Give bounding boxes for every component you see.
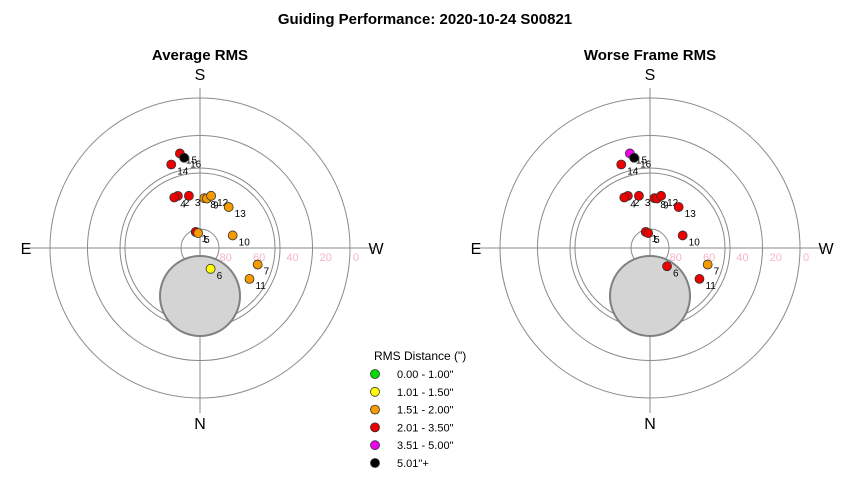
cardinal-east: E [21, 241, 32, 258]
cardinal-north: N [644, 416, 656, 433]
legend-label: 0.00 - 1.00" [397, 369, 454, 381]
point-label: 15 [636, 155, 648, 166]
legend-title: RMS Distance (") [374, 349, 466, 363]
chart-title: Guiding Performance: 2020-10-24 S00821 [278, 11, 572, 28]
point-label: 11 [255, 281, 266, 292]
point-label: 14 [177, 166, 189, 177]
data-point [206, 190, 216, 201]
point-label: 3 [195, 198, 201, 209]
legend-swatch [370, 458, 380, 468]
cardinal-west: W [818, 241, 834, 258]
cardinal-west: W [368, 241, 384, 258]
cardinal-south: S [645, 67, 656, 84]
point-label: 3 [645, 198, 651, 209]
data-point [166, 159, 177, 170]
data-point [619, 192, 630, 203]
point-label: 6 [673, 268, 679, 279]
data-point [677, 230, 688, 241]
data-point [629, 152, 639, 163]
legend-swatch [370, 440, 380, 451]
legend-label: 1.01 - 1.50" [397, 387, 454, 399]
data-point [694, 274, 705, 284]
point-label: 2 [634, 198, 640, 209]
point-label: 10 [239, 237, 251, 248]
data-point [616, 159, 627, 170]
point-label: 9 [663, 200, 669, 211]
radial-tick-label: 80 [220, 252, 232, 264]
cardinal-north: N [194, 416, 206, 433]
radial-tick-label: 0 [803, 252, 809, 264]
legend-label: 5.01"+ [397, 458, 429, 470]
legend: RMS Distance (") 0.00 - 1.00" 1.01 - 1.50"… [370, 349, 466, 470]
point-label: 13 [685, 209, 697, 220]
point-label: 5 [204, 235, 210, 246]
panel-title: Worse Frame RMS [584, 47, 716, 64]
point-label: 14 [627, 166, 639, 177]
data-point [184, 190, 194, 201]
point-label: 6 [217, 271, 223, 282]
point-label: 15 [186, 155, 198, 166]
data-point [193, 228, 204, 239]
data-point [223, 202, 234, 212]
point-label: 9 [213, 200, 219, 211]
radial-tick-label: 20 [770, 252, 782, 264]
point-label: 11 [705, 281, 716, 292]
point-label: 12 [217, 198, 229, 209]
point-label: 8 [210, 200, 216, 211]
panel-title: Average RMS [152, 47, 248, 64]
data-point [169, 192, 180, 203]
cardinal-south: S [195, 67, 206, 84]
point-label: 1 [652, 234, 658, 245]
point-label: 10 [689, 237, 701, 248]
radial-tick-label: 80 [670, 252, 682, 264]
radial-tick-label: 0 [353, 252, 359, 264]
point-label: 7 [714, 267, 720, 278]
radial-tick-label: 40 [736, 252, 748, 264]
data-point [205, 263, 216, 274]
point-label: 4 [180, 200, 186, 211]
point-label: 12 [667, 198, 679, 209]
radial-tick-label: 40 [286, 252, 298, 264]
data-point [227, 230, 238, 241]
legend-swatch [370, 404, 380, 415]
point-label: 16 [190, 160, 202, 171]
radial-tick-label: 20 [320, 252, 332, 264]
data-point [179, 152, 189, 163]
legend-swatch [370, 386, 380, 397]
point-label: 1 [202, 234, 208, 245]
exclusion-zone [159, 255, 241, 337]
point-label: 13 [235, 209, 247, 220]
data-point [673, 202, 684, 212]
legend-label: 3.51 - 5.00" [397, 440, 454, 452]
point-label: 8 [660, 200, 666, 211]
exclusion-zone [609, 255, 691, 337]
legend-label: 1.51 - 2.00" [397, 405, 454, 417]
cardinal-east: E [471, 241, 482, 258]
data-point [643, 228, 654, 239]
point-label: 5 [654, 235, 660, 246]
point-label: 7 [264, 267, 270, 278]
point-label: 16 [640, 160, 652, 171]
point-label: 2 [184, 198, 190, 209]
point-label: 4 [630, 200, 636, 211]
data-point [634, 190, 644, 201]
legend-label: 2.01 - 3.50" [397, 422, 454, 434]
legend-swatch [370, 369, 380, 379]
legend-swatch [370, 422, 380, 433]
data-point [702, 259, 713, 270]
data-point [244, 274, 255, 284]
data-point [656, 190, 666, 201]
data-point [252, 259, 263, 270]
data-point [662, 261, 672, 272]
